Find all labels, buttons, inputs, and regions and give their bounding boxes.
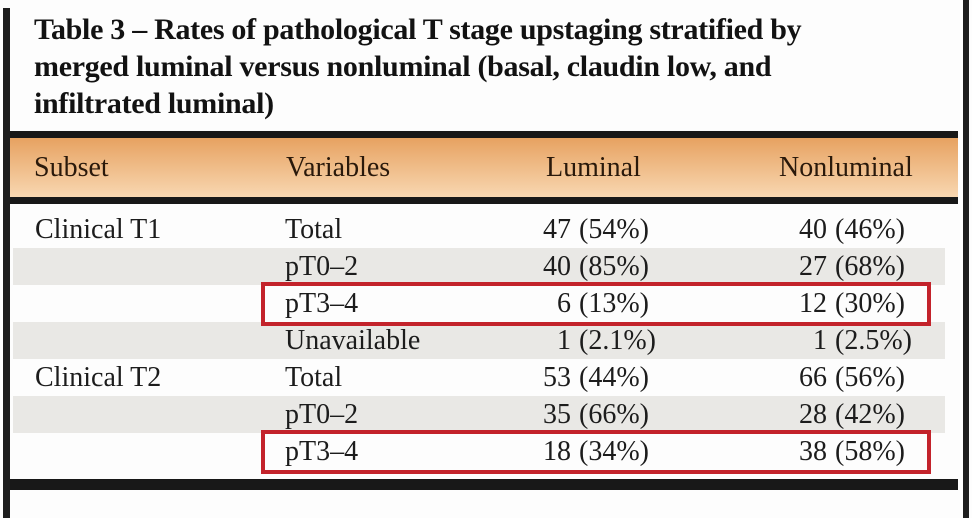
cell-subset: Clinical T2 xyxy=(35,362,162,393)
cell-luminal: 1 (2.1%) xyxy=(541,322,656,359)
nonluminal-count: 27 xyxy=(799,251,827,282)
cell-variable: Total xyxy=(285,214,343,245)
cell-nonluminal: 28 (42%) xyxy=(797,396,905,433)
column-header-luminal: Luminal xyxy=(546,152,641,183)
nonluminal-count: 38 xyxy=(799,436,827,467)
table-row: Clinical T1 Total 47 (54%) 40 (46%) xyxy=(13,211,945,248)
cell-variable: Unavailable xyxy=(285,325,421,356)
luminal-percent: (34%) xyxy=(579,436,649,467)
table-header-row: Subset Variables Luminal Nonluminal xyxy=(10,138,958,197)
table-row: pT0–2 40 (85%) 27 (68%) xyxy=(13,248,945,285)
table-row: pT0–2 35 (66%) 28 (42%) xyxy=(13,396,945,433)
nonluminal-count: 28 xyxy=(799,399,827,430)
nonluminal-count: 1 xyxy=(813,325,827,356)
table-caption-line-2: merged luminal versus nonluminal (basal,… xyxy=(34,50,772,83)
nonluminal-percent: (68%) xyxy=(835,251,905,282)
luminal-count: 6 xyxy=(557,288,571,319)
luminal-count: 47 xyxy=(543,214,571,245)
nonluminal-percent: (58%) xyxy=(835,436,905,467)
cell-nonluminal: 12 (30%) xyxy=(797,285,905,322)
cell-variable: pT0–2 xyxy=(285,399,359,430)
table-caption: Table 3 – Rates of pathological T stage … xyxy=(34,11,944,122)
luminal-count: 18 xyxy=(543,436,571,467)
luminal-count: 35 xyxy=(543,399,571,430)
nonluminal-count: 12 xyxy=(799,288,827,319)
cell-luminal: 53 (44%) xyxy=(541,359,649,396)
luminal-percent: (44%) xyxy=(579,362,649,393)
table-row: Clinical T2 Total 53 (44%) 66 (56%) xyxy=(13,359,945,396)
table-row: pT3–4 6 (13%) 12 (30%) xyxy=(13,282,945,326)
cell-nonluminal: 38 (58%) xyxy=(797,433,905,470)
nonluminal-percent: (42%) xyxy=(835,399,905,430)
nonluminal-count: 66 xyxy=(799,362,827,393)
column-header-subset: Subset xyxy=(34,152,109,183)
nonluminal-percent: (2.5%) xyxy=(835,325,912,356)
nonluminal-percent: (46%) xyxy=(835,214,905,245)
column-header-nonluminal: Nonluminal xyxy=(779,152,913,183)
luminal-count: 53 xyxy=(543,362,571,393)
table-row: pT3–4 18 (34%) 38 (58%) xyxy=(13,430,945,474)
luminal-percent: (13%) xyxy=(579,288,649,319)
cell-luminal: 47 (54%) xyxy=(541,211,649,248)
table-caption-line-1: Table 3 – Rates of pathological T stage … xyxy=(34,13,802,46)
cell-variable: pT0–2 xyxy=(285,251,359,282)
table-bottom-rule xyxy=(10,479,958,490)
cell-subset: Clinical T1 xyxy=(35,214,162,245)
luminal-percent: (66%) xyxy=(579,399,649,430)
cell-nonluminal: 1 (2.5%) xyxy=(797,322,912,359)
cell-variable: Total xyxy=(285,362,343,393)
luminal-count: 1 xyxy=(557,325,571,356)
cell-luminal: 6 (13%) xyxy=(541,285,649,322)
table-top-rule xyxy=(10,131,958,138)
cell-nonluminal: 40 (46%) xyxy=(797,211,905,248)
table-caption-line-3: infiltrated luminal) xyxy=(34,87,274,120)
luminal-percent: (2.1%) xyxy=(579,325,656,356)
header-bottom-rule xyxy=(10,197,958,204)
table-row: Unavailable 1 (2.1%) 1 (2.5%) xyxy=(13,322,945,359)
cell-luminal: 35 (66%) xyxy=(541,396,649,433)
cell-nonluminal: 27 (68%) xyxy=(797,248,905,285)
nonluminal-percent: (56%) xyxy=(835,362,905,393)
nonluminal-percent: (30%) xyxy=(835,288,905,319)
luminal-count: 40 xyxy=(543,251,571,282)
right-frame-line xyxy=(963,0,969,518)
column-header-variables: Variables xyxy=(286,152,391,183)
nonluminal-count: 40 xyxy=(799,214,827,245)
luminal-percent: (54%) xyxy=(579,214,649,245)
cell-nonluminal: 66 (56%) xyxy=(797,359,905,396)
cell-variable: pT3–4 xyxy=(285,436,359,467)
cell-variable: pT3–4 xyxy=(285,288,359,319)
left-frame-line xyxy=(3,8,10,518)
cell-luminal: 40 (85%) xyxy=(541,248,649,285)
table-body: Clinical T1 Total 47 (54%) 40 (46%) pT0–2 … xyxy=(13,211,945,474)
cell-luminal: 18 (34%) xyxy=(541,433,649,470)
luminal-percent: (85%) xyxy=(579,251,649,282)
